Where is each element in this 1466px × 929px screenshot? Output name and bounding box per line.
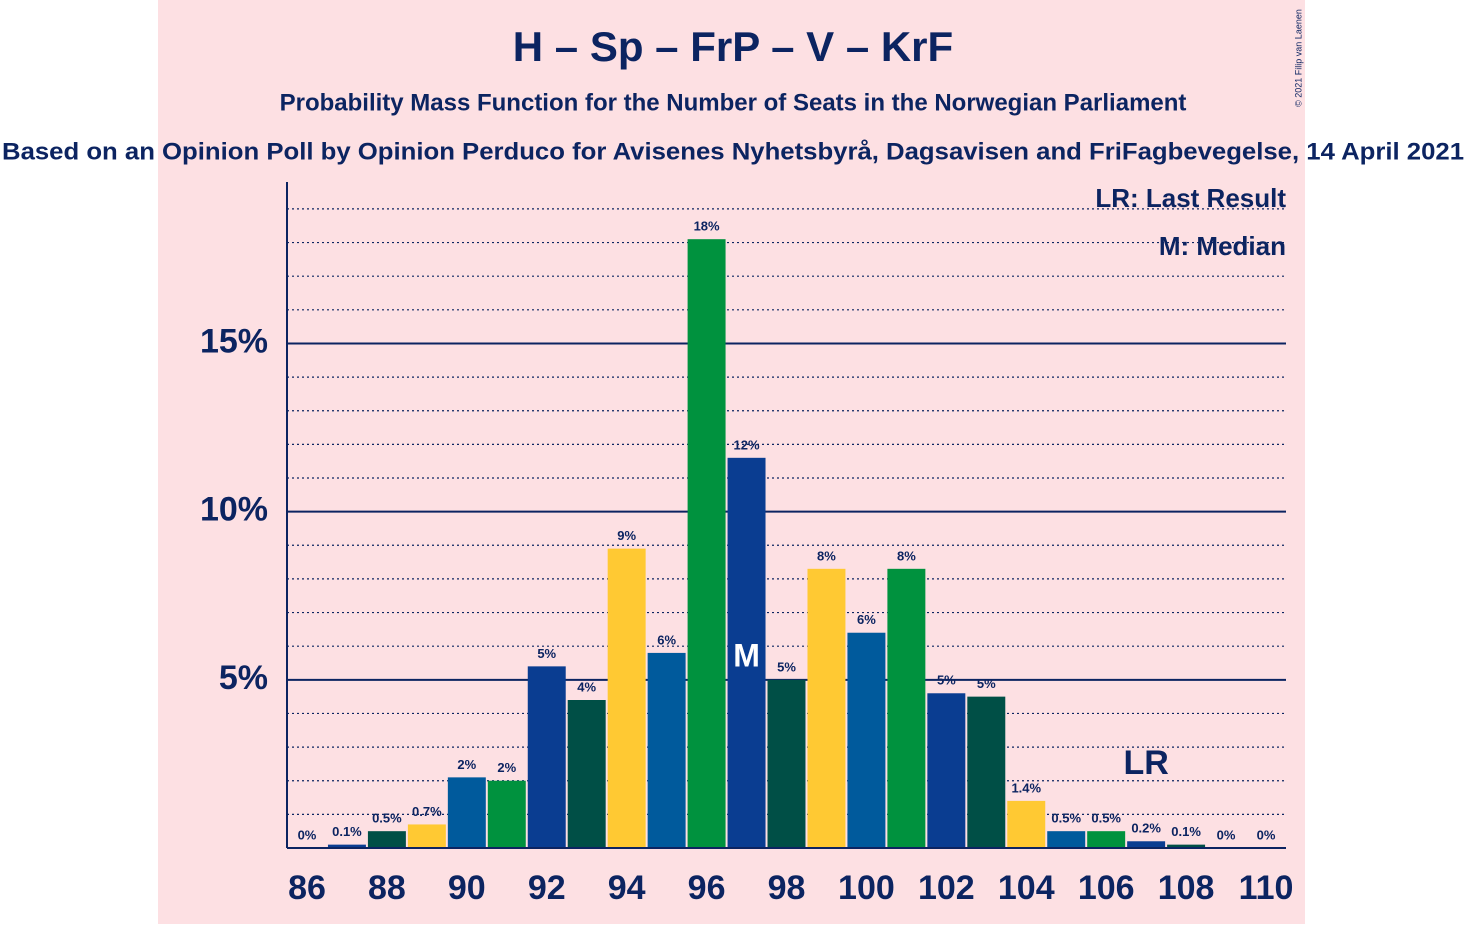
bar	[527, 666, 566, 848]
bar	[1127, 841, 1166, 848]
value-label: 1.4%	[1011, 780, 1041, 795]
x-tick-label: 106	[1078, 869, 1135, 907]
bar	[887, 568, 926, 848]
bar	[927, 693, 966, 848]
x-tick-label: 108	[1158, 869, 1215, 907]
x-tick-label: 98	[768, 869, 806, 907]
value-label: 0.2%	[1131, 821, 1161, 836]
value-label: 0%	[1217, 827, 1236, 842]
value-label: 5%	[537, 646, 556, 661]
chart-source: Based on an Opinion Poll by Opinion Perd…	[2, 138, 1464, 165]
bar	[567, 700, 606, 848]
x-tick-label: 86	[288, 869, 326, 907]
value-label: 0.5%	[1051, 811, 1081, 826]
bar	[367, 831, 406, 848]
median-marker: M	[733, 637, 760, 673]
value-label: 8%	[817, 548, 836, 563]
bar	[967, 696, 1006, 848]
y-tick-label: 5%	[219, 659, 268, 697]
value-label: 6%	[857, 612, 876, 627]
value-label: 8%	[897, 548, 916, 563]
value-label: 5%	[777, 659, 796, 674]
value-label: 0.5%	[1091, 811, 1121, 826]
bar	[687, 239, 726, 848]
bar	[1167, 844, 1206, 848]
value-label: 0%	[298, 827, 317, 842]
bar	[1087, 831, 1126, 848]
x-tick-label: 88	[368, 869, 406, 907]
value-label: 0.5%	[372, 811, 402, 826]
bar	[1007, 800, 1046, 848]
value-label: 6%	[657, 632, 676, 647]
value-label: 0.7%	[412, 804, 442, 819]
x-tick-label: 92	[528, 869, 566, 907]
bar	[647, 652, 686, 848]
bar	[407, 824, 446, 848]
x-tick-label: 96	[688, 869, 726, 907]
bar	[767, 679, 806, 848]
value-label: 0.1%	[1171, 824, 1201, 839]
x-tick-label: 110	[1239, 869, 1294, 907]
x-tick-label: 104	[998, 869, 1055, 907]
x-tick-label: 94	[608, 869, 646, 907]
bar	[327, 844, 366, 848]
legend-entry: M: Median	[1159, 231, 1286, 261]
bar	[447, 777, 486, 848]
value-label: 18%	[694, 219, 720, 234]
bar	[487, 780, 526, 848]
chart-title: H – Sp – FrP – V – KrF	[513, 23, 953, 70]
value-label: 4%	[577, 679, 596, 694]
x-tick-label: 90	[448, 869, 486, 907]
bar	[807, 568, 846, 848]
bar	[1047, 831, 1086, 848]
value-label: 2%	[457, 757, 476, 772]
x-tick-label: 100	[838, 869, 895, 907]
y-tick-label: 15%	[200, 322, 268, 360]
bar	[727, 457, 766, 848]
value-label: 2%	[497, 760, 516, 775]
value-label: 9%	[617, 528, 636, 543]
value-label: 5%	[977, 676, 996, 691]
y-tick-label: 10%	[200, 491, 268, 529]
copyright: © 2021 Filip van Laenen	[1293, 9, 1303, 107]
last-result-marker: LR	[1123, 744, 1168, 782]
bar	[607, 548, 646, 848]
x-tick-label: 102	[918, 869, 975, 907]
bar	[847, 632, 886, 848]
value-label: 0.1%	[332, 824, 362, 839]
value-label: 5%	[937, 673, 956, 688]
legend-entry: LR: Last Result	[1095, 183, 1286, 213]
chart-subtitle: Probability Mass Function for the Number…	[280, 89, 1187, 116]
value-label: 12%	[734, 437, 760, 452]
value-label: 0%	[1257, 827, 1276, 842]
